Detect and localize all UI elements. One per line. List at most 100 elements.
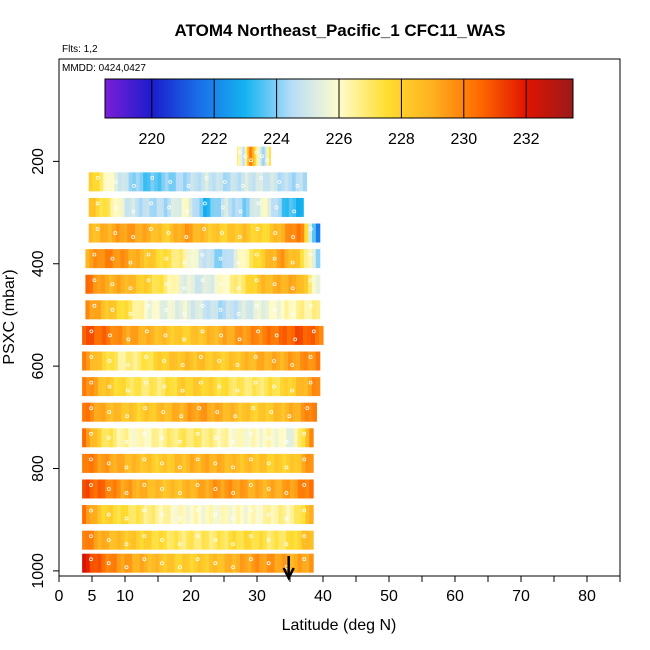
heatmap-cell <box>136 530 141 550</box>
sample-marker <box>89 457 93 462</box>
heatmap-cell <box>241 274 247 294</box>
heatmap-cell <box>288 172 293 192</box>
heatmap-cell <box>260 197 265 217</box>
heatmap-cell <box>183 300 188 320</box>
heatmap-cell <box>193 453 199 473</box>
heatmap-cell <box>234 325 240 345</box>
sample-marker <box>220 205 225 210</box>
heatmap-cell <box>215 223 221 243</box>
heatmap-cell <box>278 505 283 525</box>
heatmap-cell <box>259 428 264 448</box>
sample-marker <box>284 516 289 521</box>
heatmap-cell <box>139 172 144 192</box>
heatmap-cell <box>239 505 245 525</box>
heatmap-cell <box>205 479 210 499</box>
heatmap-cell <box>253 300 258 320</box>
heatmap-cell <box>113 377 119 397</box>
heatmap-cell <box>106 197 111 217</box>
heatmap-cell <box>266 479 272 499</box>
heatmap-cell <box>138 325 143 345</box>
sample-marker <box>185 209 189 214</box>
heatmap-cell <box>147 300 153 320</box>
heatmap-cell <box>218 402 224 422</box>
y-axis-label: PSXC (mbar) <box>1 269 18 364</box>
heatmap-cell <box>295 172 300 192</box>
heatmap-cell <box>209 428 214 448</box>
heatmap-cell <box>178 197 183 217</box>
heatmap-cell <box>116 479 122 499</box>
heatmap-cell <box>94 325 99 345</box>
heatmap-cell <box>197 553 203 573</box>
heatmap-cell <box>155 530 160 550</box>
heatmap-cell <box>303 351 309 371</box>
heatmap-cell <box>276 249 282 269</box>
heatmap-cell <box>97 553 102 573</box>
heatmap-cell <box>143 249 149 269</box>
sample-marker <box>231 565 236 570</box>
heatmap-cell <box>136 300 141 320</box>
heatmap-cell <box>213 553 218 573</box>
heatmap-cell <box>253 402 259 422</box>
heatmap-cell <box>126 325 131 345</box>
heatmap-cell <box>309 479 314 499</box>
heatmap-cell <box>236 530 241 550</box>
heatmap-cell <box>239 428 245 448</box>
heatmap-cell <box>172 172 177 192</box>
heatmap-cell <box>290 453 295 473</box>
heatmap-cell <box>266 530 272 550</box>
heatmap-cell <box>92 223 97 243</box>
colorbar-ticks: 220 222 224 226 228 230 232 <box>138 79 540 148</box>
heatmap-cell <box>272 300 278 320</box>
heatmap-cell <box>292 274 297 294</box>
sample-marker <box>143 406 148 411</box>
heatmap-cell <box>198 300 204 320</box>
sample-marker <box>114 179 118 184</box>
heatmap-cell <box>178 505 183 525</box>
heatmap-cell <box>236 453 241 473</box>
heatmap-cell <box>216 530 222 550</box>
heatmap-cell <box>101 300 106 320</box>
heatmap-cell <box>265 249 270 269</box>
heatmap-cell <box>285 223 290 243</box>
sample-marker <box>198 355 203 359</box>
sample-marker <box>251 406 256 411</box>
heatmap-cell <box>297 479 303 499</box>
heatmap-cell <box>189 377 194 397</box>
heatmap-cell <box>193 505 199 525</box>
heatmap-cell <box>295 377 301 397</box>
heatmap-cell <box>228 505 233 525</box>
heatmap-cell <box>270 325 276 345</box>
heatmap-cell <box>82 505 87 525</box>
heatmap-cell <box>147 453 152 473</box>
heatmap-cell <box>175 172 181 192</box>
heatmap-cell <box>266 553 272 573</box>
heatmap-cell <box>245 274 250 294</box>
heatmap-cell <box>112 453 118 473</box>
heatmap-cell <box>133 377 139 397</box>
sample-marker <box>274 333 279 338</box>
sample-marker <box>236 260 241 265</box>
x-tick-label: 20 <box>182 588 200 605</box>
heatmap-cell <box>242 223 248 243</box>
heatmap-cell <box>179 300 184 320</box>
heatmap-cell <box>311 249 317 269</box>
heatmap-cell <box>296 300 301 320</box>
heatmap-cell <box>276 377 281 397</box>
sample-marker <box>106 538 111 543</box>
heatmap-cell <box>213 453 218 473</box>
heatmap-cell <box>291 172 297 192</box>
heatmap-cell <box>216 553 222 573</box>
heatmap-cell <box>120 553 126 573</box>
heatmap-cell <box>255 479 260 499</box>
heatmap-cell <box>121 351 127 371</box>
heatmap-cell <box>183 274 188 294</box>
sample-marker <box>266 461 271 466</box>
heatmap-cell <box>291 377 297 397</box>
heatmap-cell <box>147 479 152 499</box>
heatmap-cell <box>101 505 106 525</box>
heatmap-cell <box>86 351 91 371</box>
heatmap-cell <box>100 223 105 243</box>
heatmap-cell <box>301 453 306 473</box>
sample-marker <box>142 557 147 562</box>
heatmap-cell <box>208 223 213 243</box>
